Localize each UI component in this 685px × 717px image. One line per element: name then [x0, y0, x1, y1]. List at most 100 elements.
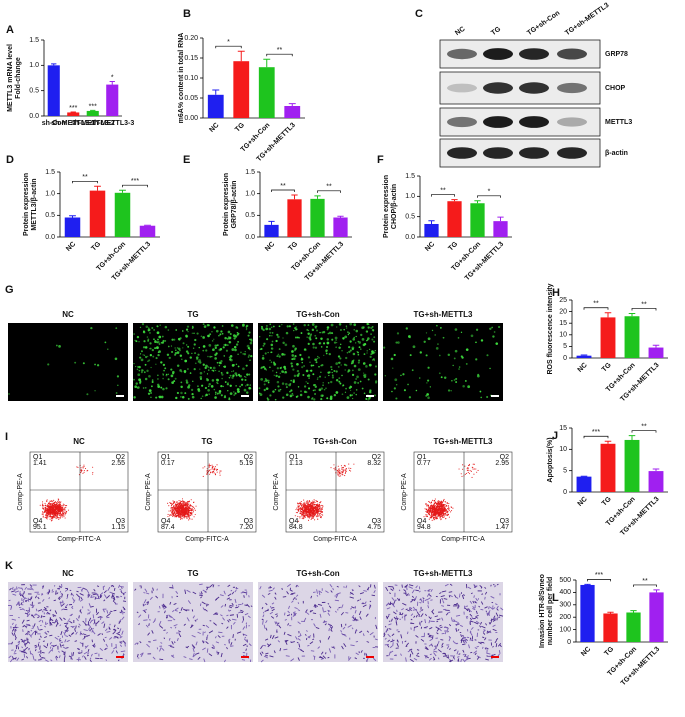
event [353, 464, 354, 465]
cell [204, 325, 207, 328]
event [186, 505, 187, 506]
cell [249, 387, 250, 388]
event [428, 507, 429, 508]
event [172, 516, 173, 517]
cell [231, 348, 234, 351]
cell [385, 375, 386, 376]
cell [355, 330, 358, 333]
event [307, 515, 308, 516]
cell [347, 396, 350, 399]
cell [76, 591, 78, 592]
cell [372, 326, 374, 328]
cell [162, 378, 164, 380]
event [47, 518, 48, 519]
event [209, 464, 210, 465]
event [313, 511, 314, 512]
cell [247, 345, 250, 348]
event [298, 511, 299, 512]
event [176, 505, 177, 506]
cell [304, 385, 306, 387]
event [312, 506, 313, 507]
cell [461, 332, 462, 333]
cell [331, 324, 334, 327]
cell [233, 370, 234, 371]
cell [316, 325, 318, 327]
quadrant-value: 94.8 [417, 524, 431, 531]
y-axis-label: Invasion HTR-8/Svneo [539, 574, 546, 648]
event [309, 501, 310, 502]
event [467, 470, 468, 471]
cell [321, 364, 323, 366]
event [469, 464, 470, 465]
event [186, 512, 187, 513]
event [50, 503, 51, 504]
cell [278, 355, 280, 357]
cell [279, 348, 281, 350]
event [56, 511, 57, 512]
y-tick-label: 0.05 [184, 95, 198, 102]
cell [138, 341, 140, 343]
cell [340, 329, 342, 331]
cell [137, 336, 139, 338]
bar [626, 612, 640, 642]
event [81, 471, 82, 472]
bar [208, 95, 224, 118]
cell [269, 335, 270, 336]
cell [210, 367, 212, 369]
event [60, 506, 61, 507]
cell [275, 340, 277, 342]
cell [345, 364, 347, 366]
event [51, 518, 52, 519]
cell [345, 369, 346, 370]
event [299, 516, 300, 517]
event [301, 511, 302, 512]
cell [242, 324, 245, 327]
event [320, 508, 321, 509]
event [57, 517, 58, 518]
cell [448, 389, 450, 391]
cell [327, 326, 330, 329]
event [58, 519, 59, 520]
image-title: TG [187, 569, 198, 578]
event [313, 501, 314, 502]
quadrant-value: 5.19 [239, 460, 253, 467]
cell [172, 372, 174, 374]
event [301, 513, 302, 514]
cell [375, 365, 377, 367]
cell [296, 363, 299, 366]
event [48, 509, 49, 510]
cell [203, 323, 205, 325]
cell [217, 393, 219, 395]
bar [580, 585, 594, 642]
event [308, 506, 309, 507]
cell [452, 365, 453, 366]
cell [152, 349, 154, 351]
event [176, 510, 177, 511]
event [63, 515, 64, 516]
y-axis-label: METTL3 mRNA level [7, 44, 14, 112]
event [438, 502, 439, 503]
cell [246, 365, 248, 367]
cell [150, 354, 152, 356]
blot-band [447, 117, 477, 127]
event [443, 504, 444, 505]
event [56, 502, 57, 503]
cell [170, 369, 172, 371]
event [318, 505, 319, 506]
event [313, 508, 314, 509]
event [320, 501, 321, 502]
event [43, 508, 44, 509]
cell [317, 358, 318, 359]
event [45, 503, 46, 504]
cell [168, 374, 169, 375]
cell [197, 388, 200, 391]
event [306, 503, 307, 504]
event [445, 504, 446, 505]
significance: *** [595, 572, 603, 579]
event [315, 508, 316, 509]
cell [205, 349, 207, 351]
event [184, 517, 185, 518]
cell [186, 344, 187, 345]
event [340, 475, 341, 476]
cell [321, 346, 323, 348]
